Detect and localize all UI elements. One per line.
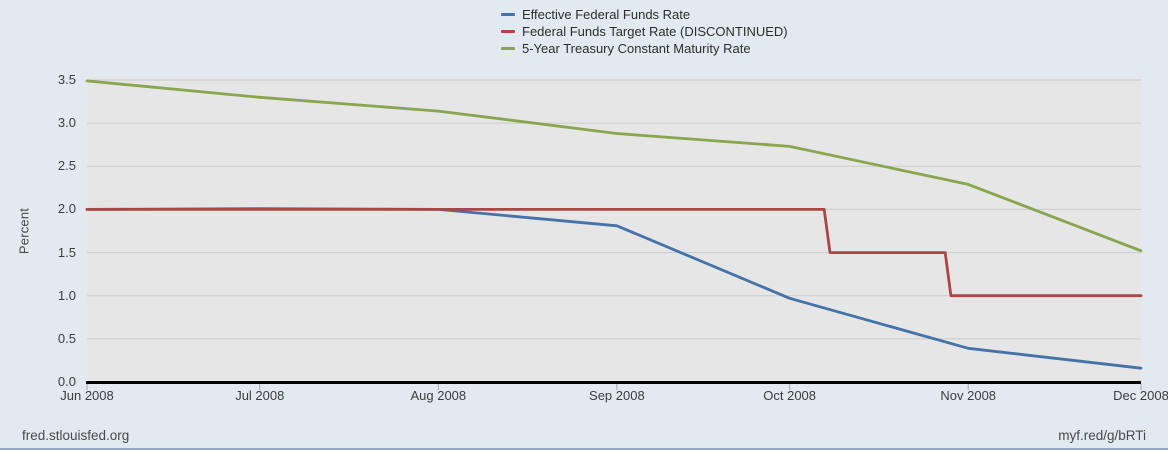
series-swatch-icon bbox=[501, 30, 515, 33]
legend-item-label: 5-Year Treasury Constant Maturity Rate bbox=[522, 41, 751, 56]
chart-legend: Effective Federal Funds Rate Federal Fun… bbox=[501, 6, 788, 57]
x-axis-tick-label: Dec 2008 bbox=[1113, 388, 1168, 403]
series-line-1 bbox=[85, 207, 1143, 298]
x-axis-tick-label: Sep 2008 bbox=[589, 388, 645, 403]
x-axis-tick-label: Aug 2008 bbox=[410, 388, 467, 403]
y-axis-tick-label: 3.0 bbox=[57, 115, 76, 131]
y-axis-tick-label: 2.5 bbox=[57, 158, 76, 174]
series-swatch-icon bbox=[501, 13, 515, 16]
x-axis-tick-label: Jul 2008 bbox=[235, 388, 285, 403]
legend-item-effective-federal-funds-rate[interactable]: Effective Federal Funds Rate bbox=[501, 6, 788, 23]
legend-item-label: Federal Funds Target Rate (DISCONTINUED) bbox=[522, 24, 788, 39]
legend-item-5-year-treasury[interactable]: 5-Year Treasury Constant Maturity Rate bbox=[501, 40, 788, 57]
series-swatch-icon bbox=[501, 47, 515, 50]
plot-background bbox=[87, 77, 1141, 382]
legend-item-federal-funds-target-rate[interactable]: Federal Funds Target Rate (DISCONTINUED) bbox=[501, 23, 788, 40]
legend-item-label: Effective Federal Funds Rate bbox=[522, 7, 691, 22]
bottom-accent-strip bbox=[0, 448, 1168, 450]
x-axis-tick-label: Oct 2008 bbox=[763, 388, 817, 403]
y-axis-tick-label: 1.0 bbox=[57, 287, 76, 303]
y-axis-tick-label: 2.0 bbox=[57, 201, 76, 217]
short-url-link[interactable]: myf.red/g/bRTi bbox=[1058, 428, 1146, 443]
x-axis-tick-label: Jun 2008 bbox=[60, 388, 114, 403]
fred-source-link[interactable]: fred.stlouisfed.org bbox=[22, 428, 130, 443]
y-axis-tick-label: 0.5 bbox=[57, 330, 76, 346]
series-line-2 bbox=[85, 79, 1143, 253]
y-axis-tick-label: 1.5 bbox=[57, 244, 76, 260]
y-axis-tick-label: 0.0 bbox=[57, 374, 76, 389]
y-axis-tick-label: 3.5 bbox=[57, 72, 76, 87]
x-axis-tick-label: Nov 2008 bbox=[940, 388, 997, 403]
